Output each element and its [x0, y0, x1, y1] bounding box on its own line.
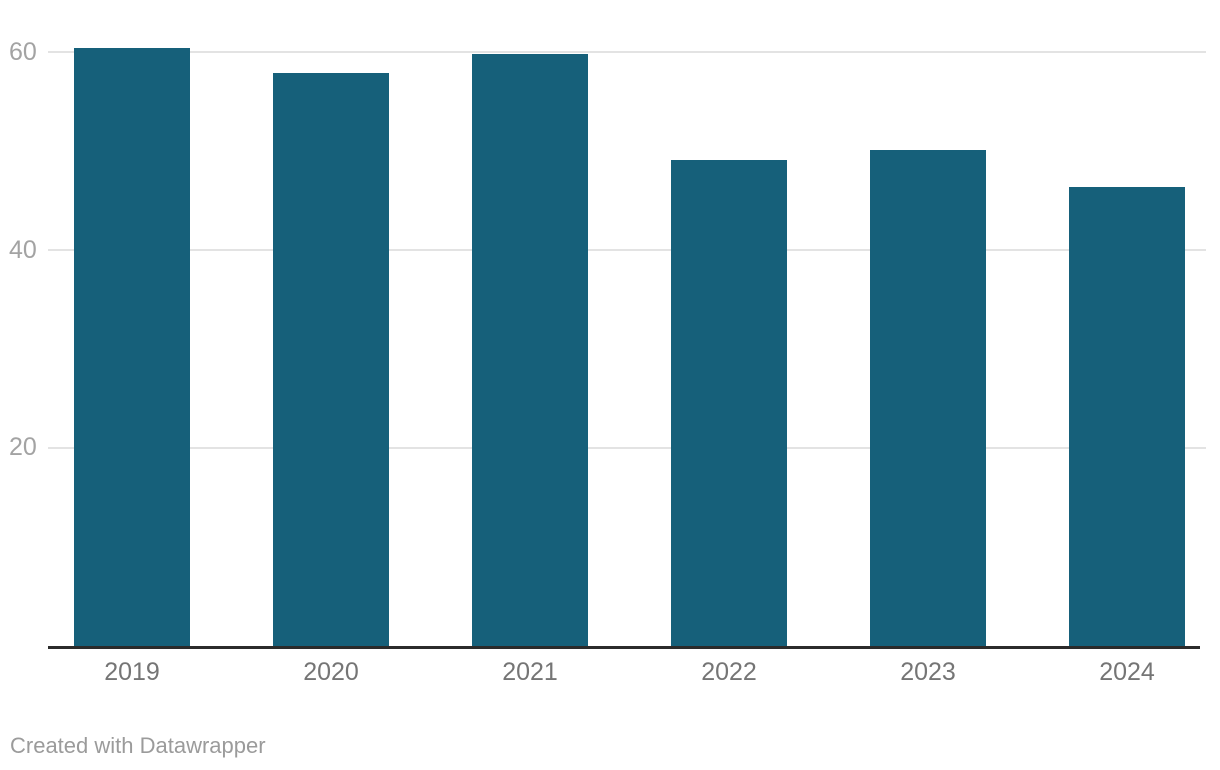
x-axis-tick-label-2021: 2021: [502, 658, 558, 686]
bar-2020: [273, 72, 389, 646]
y-axis-tick-label-20: 20: [9, 433, 37, 462]
bar-2023: [870, 149, 986, 646]
y-axis-tick-label-60: 60: [9, 37, 37, 66]
datawrapper-attribution-link[interactable]: Created with Datawrapper: [10, 733, 266, 758]
x-axis-tick-label-2024: 2024: [1099, 658, 1155, 686]
gridline-20: [48, 446, 1206, 449]
x-axis-tick-label-2019: 2019: [104, 658, 160, 686]
gridline-40: [48, 249, 1206, 251]
x-axis-tick-label-2022: 2022: [701, 658, 757, 686]
bar-2022: [671, 159, 787, 646]
gridline-60: [48, 51, 1206, 54]
footer-attribution: Created with Datawrapper: [10, 734, 266, 758]
bar-2019: [74, 47, 190, 646]
x-axis-tick-label-2023: 2023: [900, 658, 956, 686]
y-axis-tick-label-40: 40: [9, 235, 37, 264]
bar-2021: [472, 53, 588, 646]
x-axis-tick-label-2020: 2020: [303, 658, 359, 686]
bar-2024: [1069, 187, 1185, 646]
x-axis-line: [48, 646, 1200, 649]
